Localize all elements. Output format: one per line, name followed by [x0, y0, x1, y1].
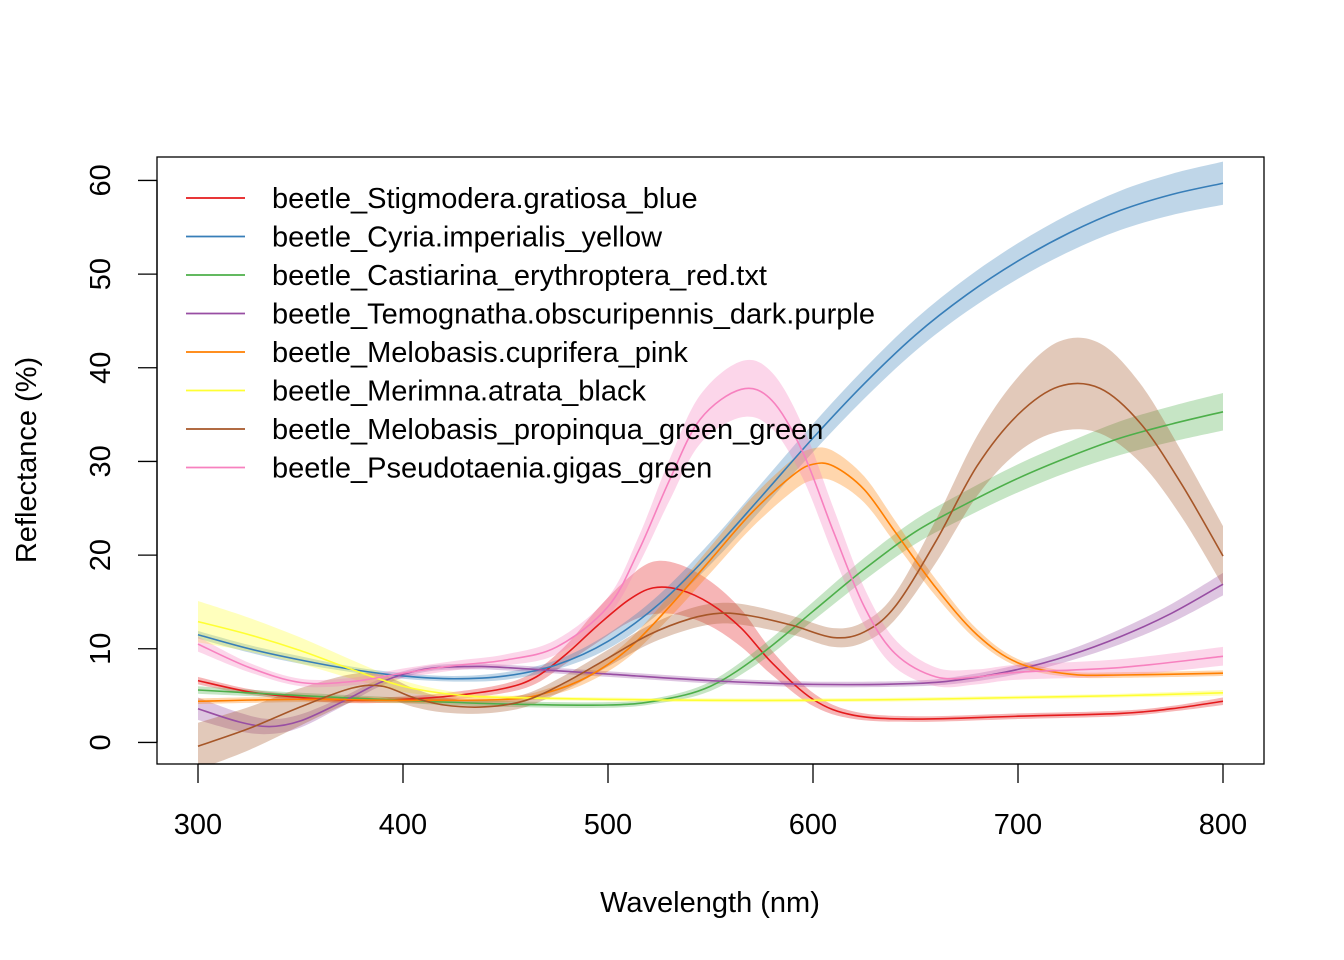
legend: beetle_Stigmodera.gratiosa_blue beetle_Cy…	[186, 183, 875, 485]
legend-label: beetle_Melobasis.cuprifera_pink	[272, 337, 688, 369]
series-lines	[197, 182, 1224, 747]
legend-label: beetle_Cyria.imperialis_yellow	[272, 222, 663, 254]
x-tick-label: 700	[994, 809, 1042, 841]
y-tick-label: 0	[85, 734, 117, 750]
y-axis: 0 10 20 30 40 50 60	[85, 164, 158, 751]
x-tick-label: 300	[174, 809, 222, 841]
x-axis: 300 400 500 600 700 800	[174, 763, 1247, 841]
x-tick-label: 800	[1199, 809, 1247, 841]
series-line-2	[197, 182, 1224, 680]
y-tick-label: 60	[85, 164, 117, 196]
error-band-8	[198, 359, 1223, 688]
error-band-1	[198, 560, 1223, 722]
legend-label: beetle_Merimna.atrata_black	[272, 376, 646, 408]
error-band-2	[198, 161, 1223, 682]
y-tick-label: 20	[85, 539, 117, 571]
x-axis-title: Wavelength (nm)	[600, 887, 820, 919]
y-tick-label: 10	[85, 633, 117, 665]
y-tick-label: 30	[85, 445, 117, 477]
series-line-4	[197, 583, 1224, 728]
series-line-7	[197, 382, 1224, 747]
x-tick-label: 500	[584, 809, 632, 841]
y-tick-label: 40	[85, 352, 117, 384]
legend-label: beetle_Castiarina_erythroptera_red.txt	[272, 260, 767, 292]
y-axis-title: Reflectance (%)	[11, 357, 43, 563]
legend-label: beetle_Temognatha.obscuripennis_dark.pur…	[272, 299, 875, 331]
legend-label: beetle_Pseudotaenia.gigas_green	[272, 453, 712, 485]
y-tick-label: 50	[85, 258, 117, 290]
series-line-5	[197, 462, 1224, 703]
series-line-8	[197, 387, 1224, 685]
legend-label: beetle_Melobasis_propinqua_green_green	[272, 414, 823, 446]
error-band-4	[198, 572, 1223, 735]
x-tick-label: 400	[379, 809, 427, 841]
x-tick-label: 600	[789, 809, 837, 841]
error-band-3	[198, 393, 1223, 709]
legend-label: beetle_Stigmodera.gratiosa_blue	[272, 183, 698, 215]
series-line-6	[197, 620, 1224, 702]
